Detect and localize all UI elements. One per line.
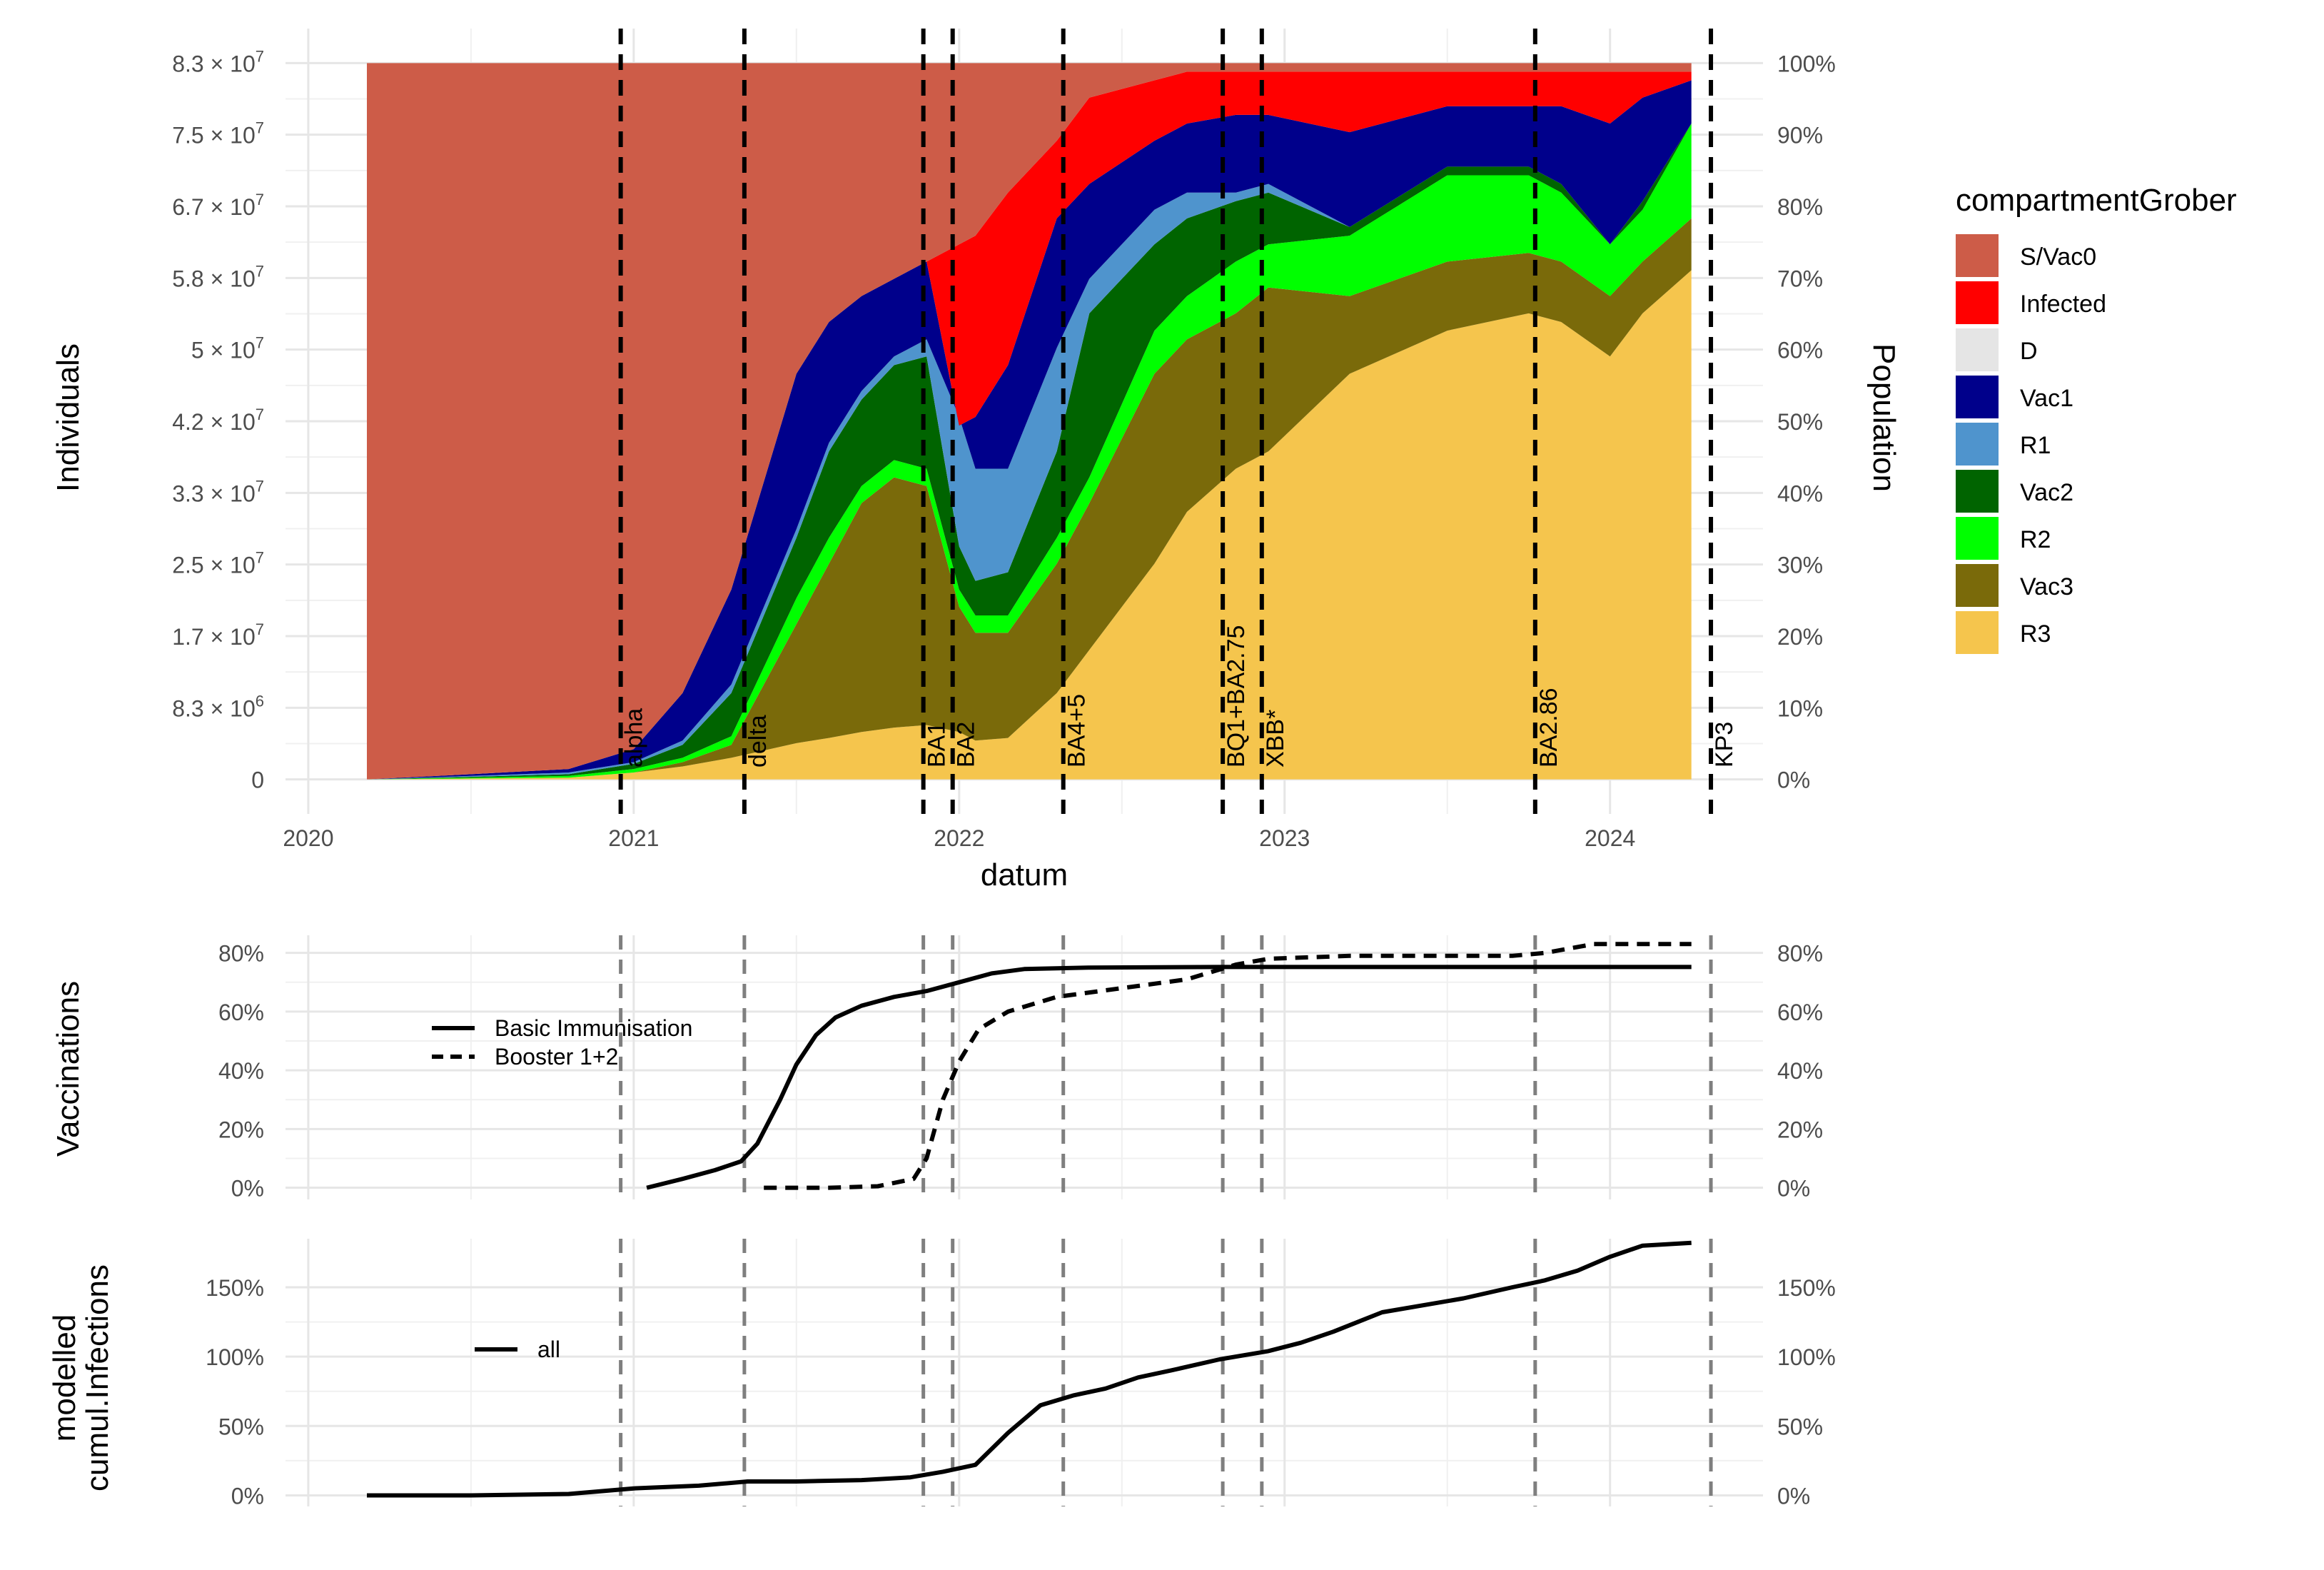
y-right-tick-label: 0% (1777, 768, 1810, 793)
infections-series-all (367, 1240, 1692, 1498)
legend-key-r2 (1956, 517, 1999, 560)
infections-y-right-tick-label: 100% (1777, 1344, 1836, 1370)
variant-label-ba2: BA2 (953, 722, 980, 768)
area-s-vac0 (367, 63, 1692, 780)
x-tick-label: 2023 (1259, 825, 1310, 851)
vaccinations-y-right-tick-label: 20% (1777, 1117, 1823, 1142)
vaccinations-series-booster-1-2 (764, 942, 1692, 1190)
x-tick-label: 2024 (1585, 825, 1635, 851)
variant-label-ba4-5: BA4+5 (1064, 694, 1091, 768)
vaccinations-y-tick-label: 40% (218, 1058, 264, 1084)
legend-key-s-vac0 (1956, 234, 1999, 277)
infections-y-axis-title: modelledcumul.Infections (47, 1264, 115, 1491)
area-infected (367, 71, 1692, 780)
infections-y-right-tick-label: 150% (1777, 1275, 1836, 1301)
legend-label: Infected (2020, 291, 2106, 318)
variant-label-bq1-ba2-75: BQ1+BA2.75 (1223, 625, 1250, 768)
y-right-axis-title: Population (1866, 343, 1901, 492)
area-vac2 (367, 124, 1692, 780)
variant-label-ba1: BA1 (924, 722, 951, 768)
legend-key-r1 (1956, 423, 1999, 466)
legend-label: D (2020, 338, 2038, 365)
area-vac3 (367, 218, 1692, 780)
y-tick-label: 1.7 × 107 (172, 620, 264, 650)
vaccinations-y-tick-label: 80% (218, 941, 264, 967)
infections-y-tick-label: 150% (206, 1275, 264, 1301)
variant-label-ba2-86: BA2.86 (1535, 688, 1562, 768)
x-axis-title: datum (981, 857, 1068, 892)
vaccinations-y-tick-label: 0% (231, 1176, 264, 1202)
y-tick-label: 3.3 × 107 (172, 477, 264, 506)
legend-label: Vac2 (2020, 479, 2073, 506)
vaccinations-y-right-tick-label: 0% (1777, 1176, 1810, 1202)
infections-y-tick-label: 0% (231, 1483, 264, 1509)
x-tick-label: 2022 (934, 825, 984, 851)
infections-y-right-tick-label: 50% (1777, 1414, 1823, 1439)
vaccinations-y-tick-label: 20% (218, 1117, 264, 1142)
y-tick-label: 4.2 × 107 (172, 406, 264, 435)
y-axis-title: Individuals (51, 343, 86, 492)
vaccinations-y-right-tick-label: 60% (1777, 1000, 1823, 1025)
y-right-tick-label: 80% (1777, 194, 1823, 220)
y-right-tick-label: 30% (1777, 553, 1823, 578)
infections-legend-label: all (537, 1337, 560, 1362)
y-right-tick-label: 60% (1777, 338, 1823, 363)
vaccinations-series-basic-immunisation (646, 965, 1692, 1190)
infections-y-tick-label: 100% (206, 1344, 264, 1370)
legend-label: Vac3 (2020, 573, 2073, 600)
legend-label: R2 (2020, 526, 2051, 553)
area-r1 (367, 124, 1692, 780)
y-right-tick-label: 10% (1777, 695, 1823, 721)
variant-label-alpha: alpha (621, 708, 648, 768)
legend-key-infected (1956, 281, 1999, 324)
legend-label: R1 (2020, 432, 2051, 459)
legend-key-vac3 (1956, 564, 1999, 607)
area-r2 (367, 124, 1692, 780)
vaccinations-y-right-tick-label: 80% (1777, 941, 1823, 967)
legend-label: Vac1 (2020, 385, 2073, 412)
variant-label-kp3: KP3 (1711, 722, 1738, 768)
x-tick-label: 2020 (283, 825, 333, 851)
y-right-tick-label: 100% (1777, 51, 1836, 76)
y-tick-label: 5 × 107 (191, 334, 264, 363)
area-r3 (367, 270, 1692, 780)
vaccinations-legend-label: Booster 1+2 (495, 1044, 618, 1070)
y-tick-label: 8.3 × 107 (172, 47, 264, 76)
area-vac1 (367, 80, 1692, 780)
y-tick-label: 7.5 × 107 (172, 119, 264, 149)
infections-y-right-tick-label: 0% (1777, 1483, 1810, 1509)
legend-key-vac1 (1956, 376, 1999, 418)
y-right-tick-label: 90% (1777, 123, 1823, 149)
vaccinations-y-right-tick-label: 40% (1777, 1058, 1823, 1084)
vaccinations-y-tick-label: 60% (218, 1000, 264, 1025)
legend-label: S/Vac0 (2020, 243, 2096, 271)
y-right-tick-label: 40% (1777, 480, 1823, 506)
y-tick-label: 5.8 × 107 (172, 262, 264, 291)
variant-label-xbb-: XBB* (1262, 710, 1289, 768)
y-tick-label: 6.7 × 107 (172, 191, 264, 220)
variant-label-delta: delta (744, 715, 772, 768)
legend-key-d (1956, 328, 1999, 371)
vaccinations-y-axis-title: Vaccinations (51, 981, 86, 1157)
x-tick-label: 2021 (608, 825, 659, 851)
y-tick-label: 2.5 × 107 (172, 549, 264, 578)
y-right-tick-label: 70% (1777, 266, 1823, 291)
legend-key-vac2 (1956, 470, 1999, 513)
legend-title: compartmentGrober (1956, 183, 2237, 218)
y-right-tick-label: 50% (1777, 409, 1823, 435)
y-right-tick-label: 20% (1777, 624, 1823, 650)
y-tick-label: 0 (251, 768, 264, 793)
legend-key-r3 (1956, 611, 1999, 654)
y-tick-label: 8.3 × 106 (172, 692, 264, 721)
vaccinations-legend-label: Basic Immunisation (495, 1015, 692, 1041)
legend-label: R3 (2020, 620, 2051, 648)
infections-y-tick-label: 50% (218, 1414, 264, 1439)
